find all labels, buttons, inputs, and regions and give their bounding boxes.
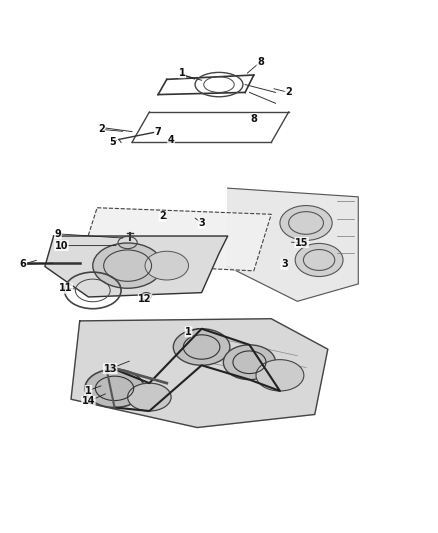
Text: 3: 3	[281, 260, 288, 269]
Polygon shape	[71, 319, 328, 427]
Ellipse shape	[85, 369, 144, 408]
Text: 13: 13	[103, 364, 117, 374]
Text: 8: 8	[257, 57, 264, 67]
Text: 7: 7	[155, 126, 162, 136]
Text: 5: 5	[109, 138, 116, 148]
Text: 1: 1	[179, 68, 185, 78]
Ellipse shape	[93, 243, 162, 288]
Ellipse shape	[295, 244, 343, 277]
Text: 12: 12	[138, 294, 152, 304]
Text: 3: 3	[198, 218, 205, 228]
Text: 2: 2	[98, 124, 105, 134]
Text: 2: 2	[285, 87, 292, 98]
Ellipse shape	[280, 206, 332, 240]
Ellipse shape	[173, 329, 230, 365]
Ellipse shape	[223, 345, 276, 379]
Text: 8: 8	[251, 114, 257, 124]
Text: 14: 14	[81, 397, 95, 407]
Text: 10: 10	[55, 240, 68, 251]
Text: 1: 1	[185, 327, 192, 337]
Ellipse shape	[127, 383, 171, 411]
Polygon shape	[45, 236, 228, 297]
Text: 2: 2	[159, 212, 166, 221]
Polygon shape	[228, 188, 358, 301]
Text: 4: 4	[168, 135, 174, 146]
Text: 6: 6	[20, 260, 27, 269]
Polygon shape	[80, 208, 271, 271]
Text: 9: 9	[55, 229, 61, 239]
Ellipse shape	[256, 360, 304, 391]
Text: 15: 15	[295, 238, 308, 247]
Text: 11: 11	[59, 283, 73, 293]
Ellipse shape	[145, 251, 188, 280]
Text: 1: 1	[85, 385, 92, 395]
